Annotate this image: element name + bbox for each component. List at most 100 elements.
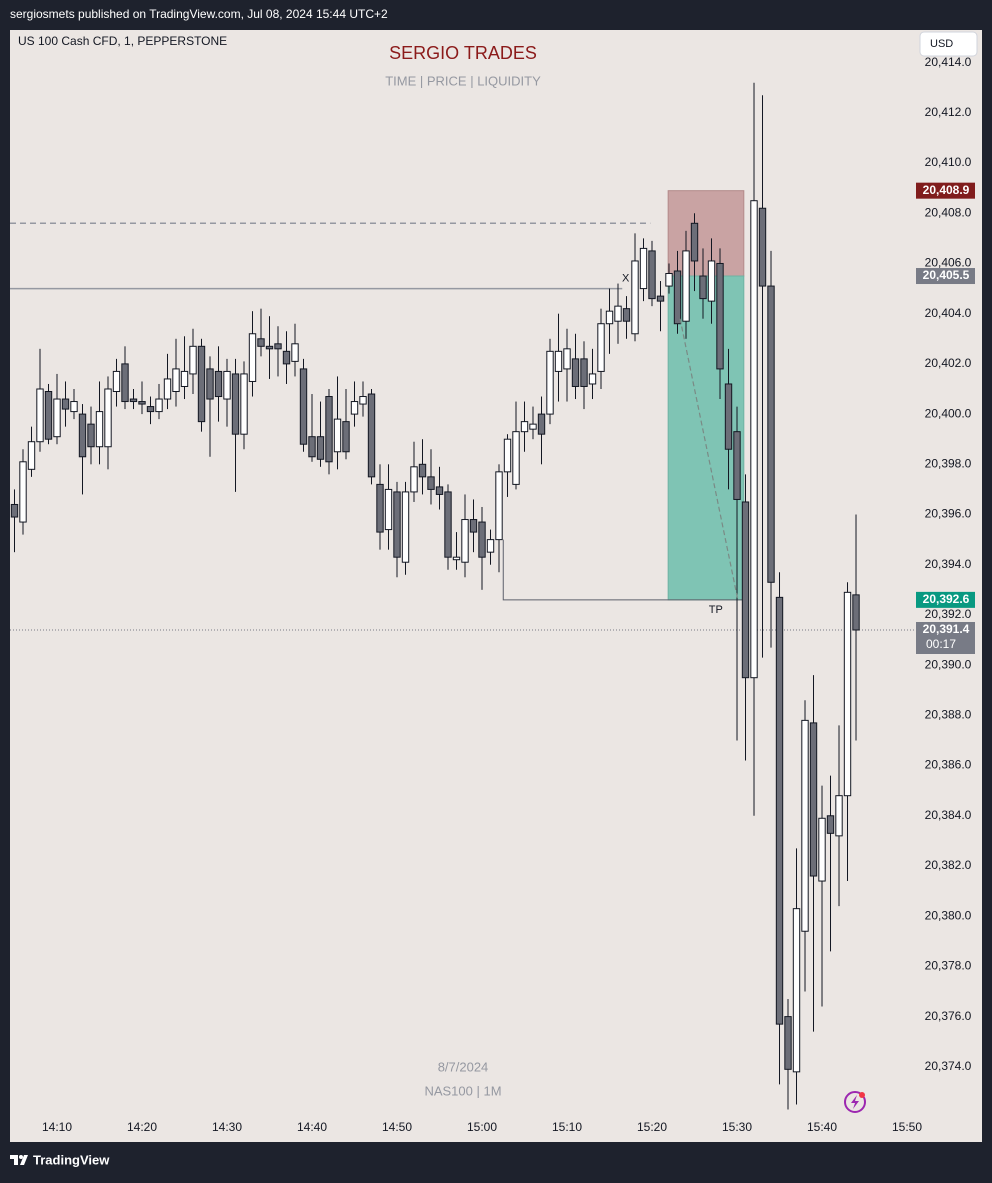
price-label-box — [916, 268, 975, 285]
candle-body — [418, 463, 427, 478]
candle-body — [733, 431, 741, 500]
price-label: 20,405.5 — [923, 268, 970, 282]
price-label-box — [916, 182, 975, 199]
candle-body — [163, 378, 172, 400]
x-tick-label: 15:40 — [807, 1120, 837, 1134]
candle-body — [231, 373, 240, 435]
y-tick-label: 20,408.0 — [925, 205, 972, 219]
candle-body — [333, 418, 342, 453]
candle-body — [818, 817, 826, 882]
candle-body — [580, 358, 588, 387]
symbol-info: US 100 Cash CFD, 1, PEPPERSTONE — [18, 34, 227, 48]
candle-body — [444, 491, 452, 558]
candle-body — [435, 486, 444, 495]
chart-background — [10, 30, 982, 1142]
x-tick-label: 14:40 — [297, 1120, 327, 1134]
candle-body — [486, 539, 495, 553]
candle-body — [503, 438, 512, 473]
price-label-box — [916, 591, 975, 608]
candle-body — [801, 719, 809, 932]
publish-info: sergiosmets published on TradingView.com… — [10, 7, 388, 21]
x-tick-label: 15:30 — [722, 1120, 752, 1134]
candle-body — [19, 461, 27, 523]
chart-title: SERGIO TRADES — [389, 43, 537, 63]
candle-body — [614, 305, 622, 322]
x-tick-label: 15:50 — [892, 1120, 922, 1134]
annotation: X — [622, 272, 630, 284]
y-tick-label: 20,392.0 — [925, 607, 972, 621]
candle-body — [741, 501, 750, 679]
candle-body — [690, 222, 699, 262]
x-tick-label: 15:00 — [467, 1120, 497, 1134]
tradingview-logo — [10, 1155, 28, 1165]
candle-body — [639, 247, 648, 290]
candle-body — [588, 373, 597, 385]
candle-body — [121, 363, 129, 403]
candle-body — [758, 207, 767, 287]
footer-brand: TradingView — [33, 1152, 110, 1167]
candle-body — [214, 370, 223, 398]
y-tick-label: 20,382.0 — [925, 858, 972, 872]
candle-body — [180, 370, 189, 387]
candle-body — [852, 594, 860, 631]
candle-body — [563, 348, 571, 370]
candle-body — [146, 406, 155, 413]
candle-body — [478, 521, 486, 558]
candle-body — [10, 503, 19, 518]
currency-label: USD — [930, 38, 953, 50]
candle-body — [384, 488, 393, 531]
y-tick-label: 20,400.0 — [925, 406, 972, 420]
candle-body — [61, 398, 70, 410]
candle-body — [699, 275, 707, 300]
candle-body — [520, 421, 529, 433]
candle-body — [673, 270, 682, 325]
candle-body — [376, 483, 384, 533]
candle-body — [95, 411, 104, 448]
candle-body — [631, 260, 639, 335]
price-label: 20,408.9 — [923, 183, 970, 197]
price-axis: 20,414.0 20,412.0 20,410.0 20,408.0 20,406.0… — [915, 30, 982, 1112]
currency-button[interactable] — [919, 31, 978, 57]
candle-body — [682, 250, 690, 322]
y-tick-label: 20,414.0 — [925, 55, 972, 69]
candle-body — [546, 350, 554, 415]
alert-icon[interactable] — [844, 1091, 866, 1113]
candle-body — [427, 476, 435, 490]
candle-body — [452, 556, 461, 561]
candle-body — [78, 413, 87, 458]
y-tick-label: 20,398.0 — [925, 456, 972, 470]
candle-body — [206, 368, 214, 400]
y-tick-label: 20,386.0 — [925, 758, 972, 772]
candle-body — [716, 262, 724, 370]
candle-body — [248, 333, 257, 382]
candle-body — [605, 310, 614, 325]
candle-body — [537, 413, 546, 435]
candle-body — [597, 323, 605, 372]
tp-line — [502, 539, 744, 601]
candle-body — [495, 471, 503, 541]
candle-body — [835, 795, 843, 837]
stop-zone — [667, 190, 745, 277]
candle-body — [843, 591, 852, 797]
y-tick-label: 20,396.0 — [925, 507, 972, 521]
candle-body — [44, 391, 53, 440]
watermark-symbol: NAS100 | 1M — [424, 1083, 501, 1098]
candle-body — [665, 273, 673, 287]
price-label-box — [916, 621, 975, 654]
candle-body — [359, 396, 367, 405]
candle-body — [155, 398, 163, 413]
candle-body — [70, 401, 78, 413]
x-tick-label: 14:10 — [42, 1120, 72, 1134]
candle-body — [622, 308, 631, 322]
candle-body — [325, 396, 333, 463]
plot-area: X TP — [10, 82, 915, 1110]
candle-body — [648, 250, 656, 300]
y-tick-label: 20,402.0 — [925, 356, 972, 370]
y-tick-label: 20,384.0 — [925, 808, 972, 822]
candle-body — [554, 350, 563, 372]
y-tick-label: 20,380.0 — [925, 908, 972, 922]
candle-body — [27, 441, 36, 470]
candle-body — [809, 722, 818, 877]
